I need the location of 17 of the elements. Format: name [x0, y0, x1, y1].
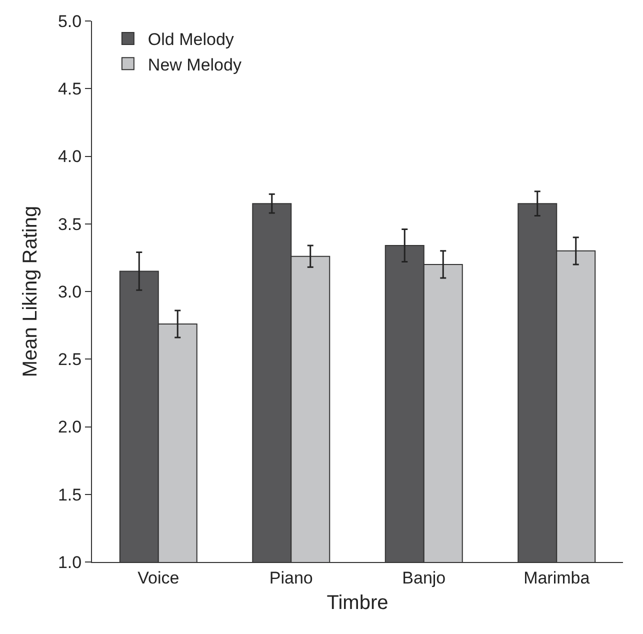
y-tick-label: 3.0 — [58, 282, 82, 302]
y-tick-label: 4.5 — [58, 80, 82, 99]
y-tick-label: 1.5 — [58, 485, 82, 504]
y-tick-label: 4.0 — [58, 147, 82, 166]
x-tick-label: Voice — [138, 568, 180, 588]
y-tick-label: 1.0 — [58, 552, 82, 572]
x-axis-title: Timbre — [326, 592, 388, 614]
legend-label: New Melody — [148, 55, 242, 74]
y-tick-label: 3.5 — [58, 214, 82, 234]
y-axis-title: Mean Liking Rating — [19, 206, 42, 378]
x-tick-label: Marimba — [524, 568, 590, 588]
y-tick-label: 2.5 — [58, 350, 82, 370]
x-tick-label: Piano — [269, 568, 313, 588]
x-tick-label: Banjo — [402, 568, 446, 588]
y-tick-label: 5.0 — [58, 12, 82, 31]
legend-label: Old Melody — [148, 30, 234, 50]
y-tick-label: 2.0 — [58, 418, 82, 437]
